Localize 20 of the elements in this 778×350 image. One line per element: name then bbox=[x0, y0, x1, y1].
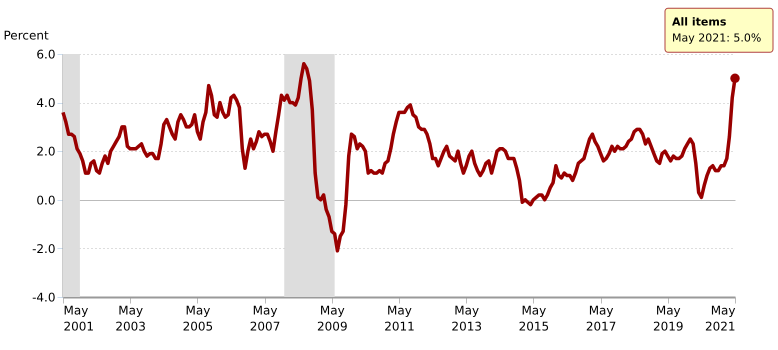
y-tick-label: 4.0 bbox=[36, 96, 56, 110]
y-tick-label: 6.0 bbox=[36, 48, 56, 62]
text: May 2021: 5.0% bbox=[672, 31, 762, 44]
x-tick-label: May 2015 bbox=[518, 304, 550, 334]
x-tick-label: May 2013 bbox=[451, 304, 482, 334]
x-tick-label: May 2001 bbox=[64, 304, 94, 334]
x-tick-label: May 2011 bbox=[384, 304, 415, 334]
x-tick-label: May 2009 bbox=[317, 304, 348, 334]
x-tick-label: May 2007 bbox=[250, 304, 280, 334]
y-tick-label: -4.0 bbox=[32, 290, 56, 304]
x-tick-label: May 2017 bbox=[586, 304, 616, 334]
x-tick-label: May 2003 bbox=[115, 304, 146, 334]
y-tick-label: 2.0 bbox=[36, 144, 56, 159]
y-tick-label: 0.0 bbox=[36, 193, 56, 208]
y-tick-label: -2.0 bbox=[32, 242, 56, 256]
x-tick-label: May 2021 bbox=[704, 304, 736, 334]
x-tick-label: May 2019 bbox=[652, 304, 684, 334]
text: All items bbox=[672, 15, 727, 28]
x-tick-label: May 2005 bbox=[182, 304, 214, 334]
y-axis-title: Percent bbox=[4, 28, 49, 42]
